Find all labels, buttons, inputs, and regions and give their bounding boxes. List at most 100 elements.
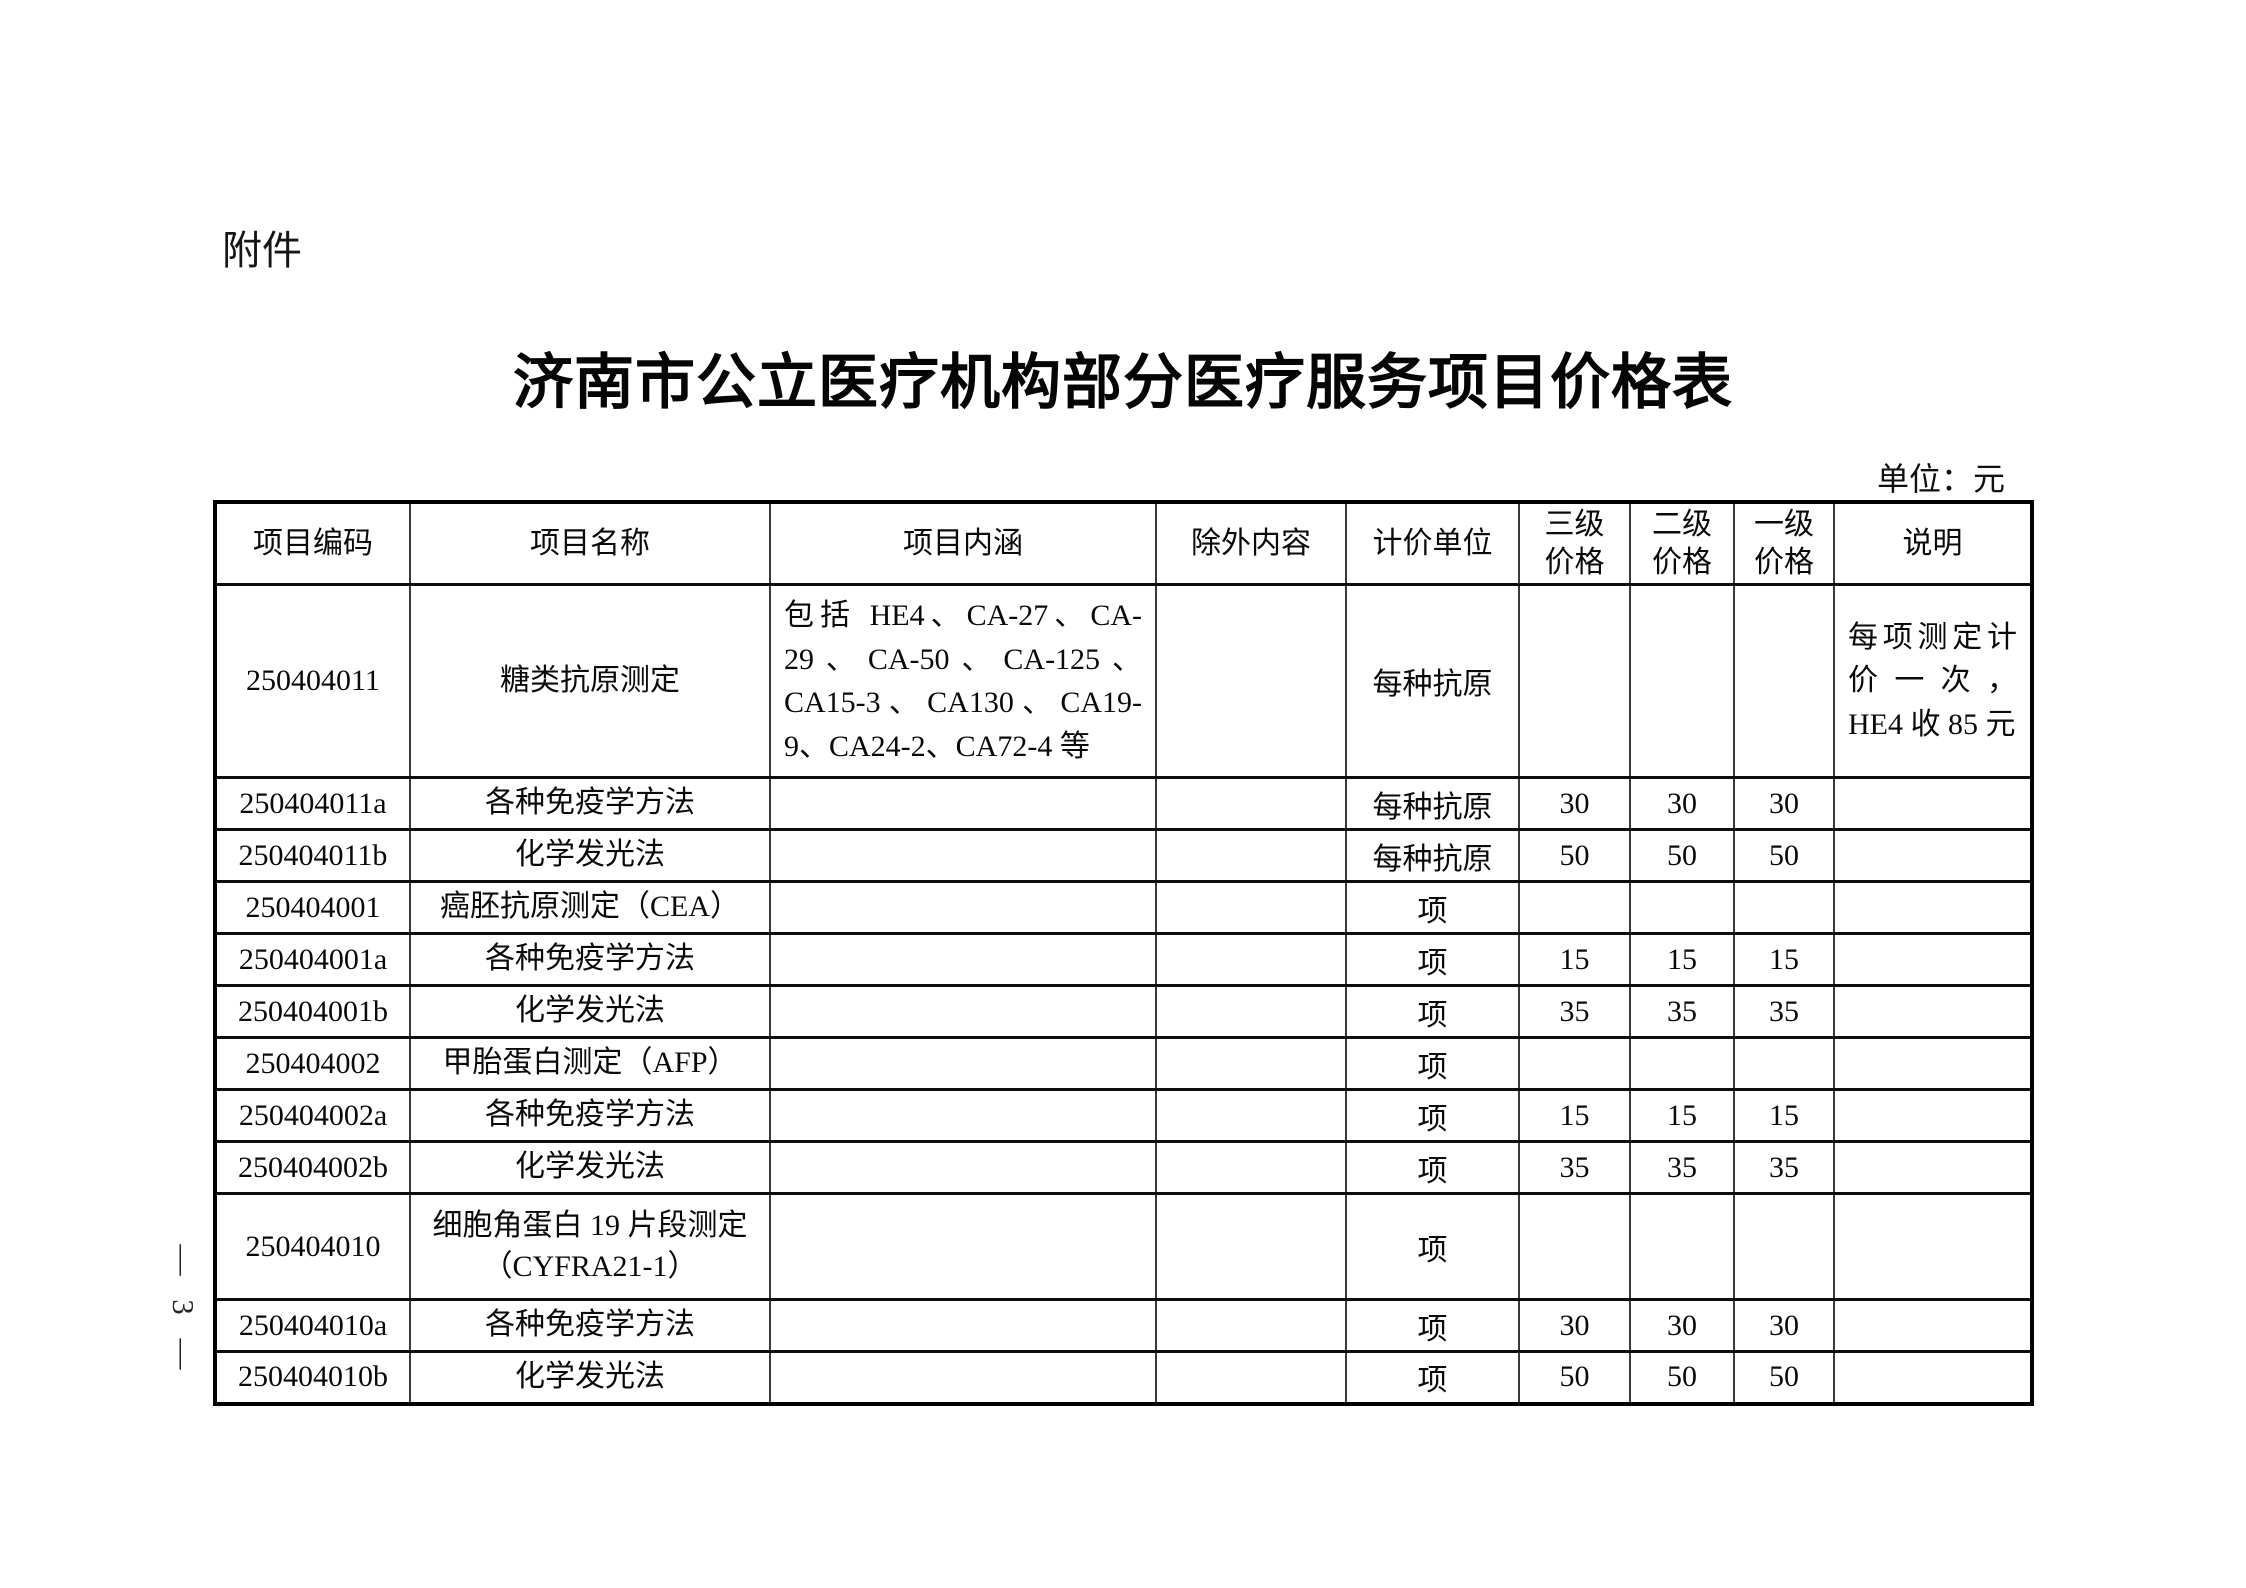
cell-item-code: 250404001b <box>214 984 410 1038</box>
cell-pricing-unit: 每种抗原 <box>1345 583 1519 778</box>
table-row: 250404002 甲胎蛋白测定（AFP） 项 <box>214 1036 2032 1090</box>
price-table: 项目编码 项目名称 项目内涵 除外内容 计价单位 三级 价格 二级 价格 一级 价格 说明 25… <box>213 500 2034 1406</box>
cell-note <box>1833 776 2032 830</box>
cell-pricing-unit: 项 <box>1345 880 1519 934</box>
cell-item-code: 250404010b <box>214 1350 410 1406</box>
cell-note <box>1833 1036 2032 1090</box>
cell-item-code: 250404002a <box>214 1088 410 1142</box>
cell-item-content <box>769 932 1156 986</box>
cell-price-tier3: 50 <box>1518 828 1630 882</box>
cell-exclusion <box>1155 776 1346 830</box>
cell-item-content <box>769 776 1156 830</box>
table-row: 250404001b 化学发光法 项 35 35 35 <box>214 984 2032 1038</box>
cell-pricing-unit: 项 <box>1345 1298 1519 1352</box>
cell-item-code: 250404002 <box>214 1036 410 1090</box>
cell-pricing-unit: 每种抗原 <box>1345 828 1519 882</box>
cell-exclusion <box>1155 932 1346 986</box>
cell-price-tier2: 35 <box>1629 1140 1734 1194</box>
cell-price-tier2: 30 <box>1629 776 1734 830</box>
cell-note <box>1833 1088 2032 1142</box>
cell-price-tier1 <box>1733 1192 1834 1300</box>
cell-item-content <box>769 1298 1156 1352</box>
cell-price-tier1 <box>1733 583 1834 778</box>
cell-pricing-unit: 项 <box>1345 1036 1519 1090</box>
table-row: 250404011b 化学发光法 每种抗原 50 50 50 <box>214 828 2032 882</box>
cell-price-tier2: 50 <box>1629 828 1734 882</box>
cell-price-tier3: 15 <box>1518 932 1630 986</box>
table-row: 250404010a 各种免疫学方法 项 30 30 30 <box>214 1298 2032 1352</box>
cell-price-tier1: 15 <box>1733 932 1834 986</box>
cell-item-name: 化学发光法 <box>409 1140 770 1194</box>
cell-price-tier2: 30 <box>1629 1298 1734 1352</box>
page-title: 济南市公立医疗机构部分医疗服务项目价格表 <box>513 350 1733 416</box>
cell-item-name: 细胞角蛋白 19 片段测定 （CYFRA21-1） <box>409 1192 770 1300</box>
table-row: 250404010 细胞角蛋白 19 片段测定 （CYFRA21-1） 项 <box>214 1192 2032 1300</box>
cell-pricing-unit: 项 <box>1345 1088 1519 1142</box>
cell-item-content <box>769 1192 1156 1300</box>
cell-note <box>1833 1350 2032 1406</box>
cell-item-code: 250404011a <box>214 776 410 830</box>
cell-price-tier1: 50 <box>1733 1350 1834 1406</box>
cell-pricing-unit: 项 <box>1345 1140 1519 1194</box>
cell-exclusion <box>1155 1088 1346 1142</box>
column-header: 一级 价格 <box>1733 500 1834 585</box>
unit-note: 单位：元 <box>1876 461 2005 497</box>
cell-price-tier3: 35 <box>1518 984 1630 1038</box>
column-header: 三级 价格 <box>1518 500 1630 585</box>
cell-price-tier2: 35 <box>1629 984 1734 1038</box>
cell-exclusion <box>1155 828 1346 882</box>
cell-item-name: 化学发光法 <box>409 828 770 882</box>
cell-item-code: 250404010 <box>214 1192 410 1300</box>
column-header: 项目内涵 <box>769 500 1156 585</box>
table-header-row: 项目编码 项目名称 项目内涵 除外内容 计价单位 三级 价格 二级 价格 一级 价格 说明 <box>214 500 2032 585</box>
cell-note <box>1833 932 2032 986</box>
cell-price-tier2: 15 <box>1629 932 1734 986</box>
cell-item-name: 甲胎蛋白测定（AFP） <box>409 1036 770 1090</box>
attachment-label: 附件 <box>222 229 302 273</box>
cell-item-content: 包括 HE4、CA-27、CA-29、CA-50、CA-125、CA15-3、C… <box>769 583 1156 778</box>
cell-price-tier1: 50 <box>1733 828 1834 882</box>
cell-price-tier3 <box>1518 880 1630 934</box>
table-row: 250404002a 各种免疫学方法 项 15 15 15 <box>214 1088 2032 1142</box>
cell-item-name: 各种免疫学方法 <box>409 1088 770 1142</box>
cell-price-tier2: 50 <box>1629 1350 1734 1406</box>
cell-item-name: 各种免疫学方法 <box>409 776 770 830</box>
cell-item-code: 250404001 <box>214 880 410 934</box>
cell-note <box>1833 1192 2032 1300</box>
cell-price-tier2: 15 <box>1629 1088 1734 1142</box>
cell-item-code: 250404001a <box>214 932 410 986</box>
cell-price-tier2 <box>1629 583 1734 778</box>
column-header: 项目编码 <box>214 500 410 585</box>
cell-exclusion <box>1155 1350 1346 1406</box>
cell-pricing-unit: 每种抗原 <box>1345 776 1519 830</box>
cell-price-tier3: 30 <box>1518 776 1630 830</box>
cell-price-tier3 <box>1518 583 1630 778</box>
cell-exclusion <box>1155 583 1346 778</box>
cell-note <box>1833 1298 2032 1352</box>
cell-item-content <box>769 1140 1156 1194</box>
cell-item-name: 糖类抗原测定 <box>409 583 770 778</box>
cell-price-tier2 <box>1629 880 1734 934</box>
cell-item-content <box>769 1036 1156 1090</box>
cell-price-tier1: 35 <box>1733 984 1834 1038</box>
cell-price-tier3 <box>1518 1036 1630 1090</box>
cell-price-tier1: 30 <box>1733 1298 1834 1352</box>
cell-price-tier1 <box>1733 1036 1834 1090</box>
cell-item-content <box>769 828 1156 882</box>
cell-exclusion <box>1155 1298 1346 1352</box>
cell-pricing-unit: 项 <box>1345 932 1519 986</box>
cell-exclusion <box>1155 1192 1346 1300</box>
cell-exclusion <box>1155 880 1346 934</box>
cell-price-tier1 <box>1733 880 1834 934</box>
cell-exclusion <box>1155 984 1346 1038</box>
cell-pricing-unit: 项 <box>1345 984 1519 1038</box>
cell-price-tier1: 15 <box>1733 1088 1834 1142</box>
column-header: 说明 <box>1833 500 2032 585</box>
column-header: 二级 价格 <box>1629 500 1734 585</box>
cell-exclusion <box>1155 1140 1346 1194</box>
cell-price-tier1: 30 <box>1733 776 1834 830</box>
column-header: 项目名称 <box>409 500 770 585</box>
cell-item-name: 各种免疫学方法 <box>409 932 770 986</box>
cell-item-name: 化学发光法 <box>409 984 770 1038</box>
